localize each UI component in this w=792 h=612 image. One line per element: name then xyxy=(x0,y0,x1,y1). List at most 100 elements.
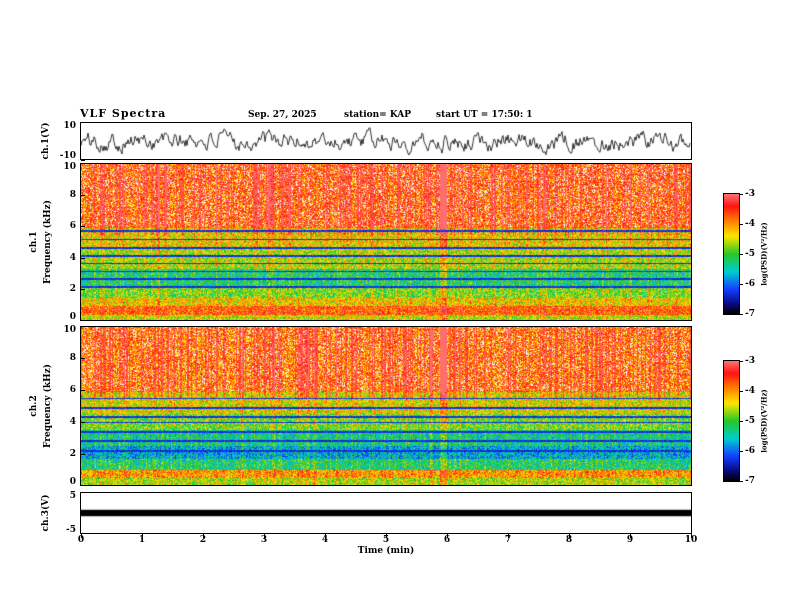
ch2-colorbar-label: log(PSD)(V²/Hz) xyxy=(759,389,769,453)
ch2-colorbar-canvas xyxy=(724,361,739,481)
colorbar-tick-label: -6 xyxy=(745,279,755,289)
ch2-spectrogram-freq-tick-label: 4 xyxy=(69,417,76,427)
tick-mark xyxy=(81,485,85,486)
tick-mark xyxy=(81,289,85,291)
tick-mark xyxy=(81,358,85,359)
ch2-spectrogram-freq-tick-label: 8 xyxy=(69,353,76,363)
ch2-spectrogram-freq-tick-label: 0 xyxy=(69,477,76,487)
ch3-voltage-axis-label: ch.3(V) xyxy=(41,494,51,532)
ch3-voltage-tick-label: -5 xyxy=(66,525,76,535)
ch1-voltage-tick-label: 10 xyxy=(63,121,76,131)
ch1-spectrogram-freq-tick-label: 2 xyxy=(69,284,76,295)
tick-mark xyxy=(81,454,85,455)
ch2-spectrogram-channel-label: ch.2 xyxy=(29,395,39,417)
tick-mark xyxy=(81,326,85,327)
ch1-voltage-tick-label: -10 xyxy=(59,151,76,161)
tick-mark xyxy=(691,534,692,538)
ch1-spectrogram-channel-label: ch.1 xyxy=(29,231,39,253)
tick-mark xyxy=(569,534,570,538)
tick-mark xyxy=(81,226,85,228)
ch2-spectrogram-freq-tick-label: 10 xyxy=(63,325,76,335)
ch2-spectrogram-freq-tick-label: 2 xyxy=(69,449,76,459)
ch3-voltage-tick-label: 5 xyxy=(69,491,76,501)
tick-mark xyxy=(740,451,743,452)
x-axis-tick-label: 10 xyxy=(684,535,698,545)
tick-mark xyxy=(740,224,743,225)
colorbar-tick-label: -7 xyxy=(745,476,755,486)
ch1-colorbar xyxy=(723,193,740,315)
colorbar-tick-label: -4 xyxy=(745,386,755,396)
tick-mark xyxy=(508,534,509,538)
tick-mark xyxy=(325,534,326,538)
tick-mark xyxy=(81,492,85,493)
tick-mark xyxy=(264,534,265,538)
colorbar-tick-label: -6 xyxy=(745,446,755,456)
tick-mark xyxy=(142,534,143,538)
tick-mark xyxy=(447,534,448,538)
ch3-level-panel xyxy=(80,492,692,534)
x-axis-tick-label: 9 xyxy=(626,535,634,545)
ch1-waveform-canvas xyxy=(81,123,691,159)
tick-mark xyxy=(81,390,85,391)
x-axis-tick-label: 6 xyxy=(443,535,451,545)
tick-mark xyxy=(740,284,743,285)
colorbar-tick-label: -5 xyxy=(745,416,755,426)
tick-mark xyxy=(81,163,85,164)
ch1-spectrogram-freq-tick-label: 10 xyxy=(63,162,76,172)
ch3-level-canvas xyxy=(81,493,691,533)
tick-mark xyxy=(630,534,631,538)
ch1-spectrogram-freq-tick-label: 6 xyxy=(69,221,76,232)
tick-mark xyxy=(81,160,85,161)
x-axis-tick-label: 3 xyxy=(260,535,268,545)
tick-mark xyxy=(81,257,85,259)
tick-mark xyxy=(386,534,387,538)
ch1-spectrogram-canvas xyxy=(81,164,691,320)
ch1-spectrogram-freq-tick-label: 4 xyxy=(69,252,76,263)
colorbar-tick-label: -4 xyxy=(745,219,755,229)
colorbar-tick-label: -3 xyxy=(745,356,755,366)
x-axis-tick-label: 5 xyxy=(382,535,390,545)
ch1-spectrogram-panel xyxy=(80,163,692,321)
tick-mark xyxy=(203,534,204,538)
colorbar-tick-label: -3 xyxy=(745,189,755,199)
ch2-spectrogram-canvas xyxy=(81,327,691,485)
tick-mark xyxy=(740,481,743,482)
x-axis-tick-label: 4 xyxy=(321,535,329,545)
tick-mark xyxy=(740,391,743,392)
ch1-waveform-panel xyxy=(80,122,692,160)
header-start-ut: start UT = 17:50: 1 xyxy=(436,110,533,120)
x-axis-tick-label: 7 xyxy=(504,535,512,545)
ch1-colorbar-label: log(PSD)(V²/Hz) xyxy=(759,222,769,286)
tick-mark xyxy=(81,422,85,423)
ch1-spectrogram-freq-tick-label: 0 xyxy=(69,312,76,322)
ch2-colorbar xyxy=(723,360,740,482)
x-axis-tick-label: 8 xyxy=(565,535,573,545)
tick-mark xyxy=(81,533,85,534)
figure-title: VLF Spectra xyxy=(80,107,167,120)
tick-mark xyxy=(740,194,743,195)
tick-mark xyxy=(81,122,85,123)
tick-mark xyxy=(81,534,82,538)
header-station: station= KAP xyxy=(344,110,412,120)
ch1-spectrogram-freq-tick-label: 8 xyxy=(69,189,76,200)
ch2-frequency-axis-label: Frequency (kHz) xyxy=(43,363,53,449)
tick-mark xyxy=(740,254,743,255)
tick-mark xyxy=(740,314,743,315)
tick-mark xyxy=(740,361,743,362)
ch1-voltage-axis-label: ch.1(V) xyxy=(41,122,51,160)
colorbar-tick-label: -7 xyxy=(745,309,755,319)
ch2-spectrogram-freq-tick-label: 6 xyxy=(69,385,76,395)
x-axis-tick-label: 0 xyxy=(77,535,85,545)
tick-mark xyxy=(740,421,743,422)
header-date: Sep. 27, 2025 xyxy=(248,110,317,120)
time-axis-label: Time (min) xyxy=(357,546,415,556)
x-axis-tick-label: 1 xyxy=(138,535,146,545)
ch1-colorbar-canvas xyxy=(724,194,739,314)
ch1-frequency-axis-label: Frequency (kHz) xyxy=(43,199,53,285)
x-axis-tick-label: 2 xyxy=(199,535,207,545)
colorbar-tick-label: -5 xyxy=(745,249,755,259)
tick-mark xyxy=(81,320,85,321)
tick-mark xyxy=(81,194,85,196)
ch2-spectrogram-panel xyxy=(80,326,692,486)
